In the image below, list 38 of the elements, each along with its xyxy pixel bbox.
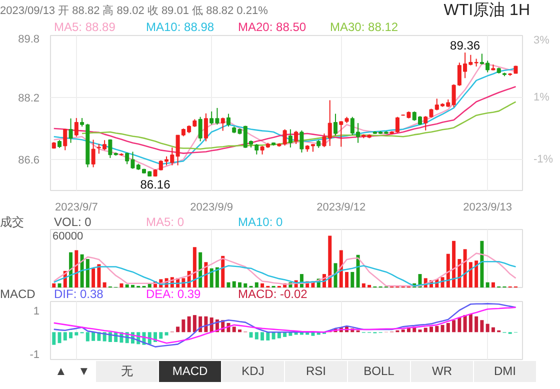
category-label: RSI: [285, 361, 347, 382]
annotation: 86.16: [140, 178, 171, 192]
category-label: 无: [96, 361, 158, 382]
category-label: BOLL: [348, 361, 410, 382]
chart-title: MACD: [0, 287, 36, 301]
text: DIF: 0.38: [54, 287, 104, 301]
y-tick-label: 88.2: [18, 92, 40, 104]
text: MA5: 0: [146, 215, 186, 229]
y-tick-label: 1: [33, 305, 40, 318]
annotation: 60000: [52, 230, 84, 243]
annotation: 89.36: [450, 38, 480, 53]
y-tick-label: 89.8: [18, 34, 40, 46]
text: MA30: 88.12: [330, 20, 400, 34]
x-tick-label: 2023/9/7: [55, 202, 98, 214]
text: MA10: 88.98: [146, 20, 216, 34]
category-label: WR: [411, 361, 473, 382]
category-label: ▲: [50, 361, 72, 382]
text: DEA: 0.39: [146, 287, 202, 301]
y2-tick-label: 3%: [534, 34, 550, 46]
x-tick-label: 2023/9/12: [316, 202, 366, 214]
text: MA10: 0: [238, 215, 284, 229]
text: VOL: 0: [54, 215, 92, 229]
x-tick-label: 2023/9/13: [463, 202, 512, 214]
category-label: MACD: [159, 361, 221, 382]
category-label: DMI: [474, 361, 536, 382]
y2-tick-label: -1%: [534, 154, 554, 166]
chart-subtitle: 2023/09/13 开 88.82 高 89.02 收 89.01 低 88.82 0.21%: [0, 4, 268, 19]
category-label: KDJ: [222, 361, 284, 382]
chart-title: 成交: [0, 215, 25, 229]
chart-title: WTI原油 1H: [444, 1, 530, 21]
category-label: ▼: [73, 361, 95, 382]
text: MA20: 88.50: [238, 20, 308, 34]
text: MA5: 88.89: [54, 20, 116, 34]
y-tick-label: 86.6: [18, 154, 40, 166]
x-tick-label: 2023/9/9: [190, 202, 234, 214]
y2-tick-label: 1%: [534, 92, 550, 104]
y-tick-label: -1: [30, 349, 40, 362]
series-label: MACD: -0.02: [238, 287, 308, 301]
